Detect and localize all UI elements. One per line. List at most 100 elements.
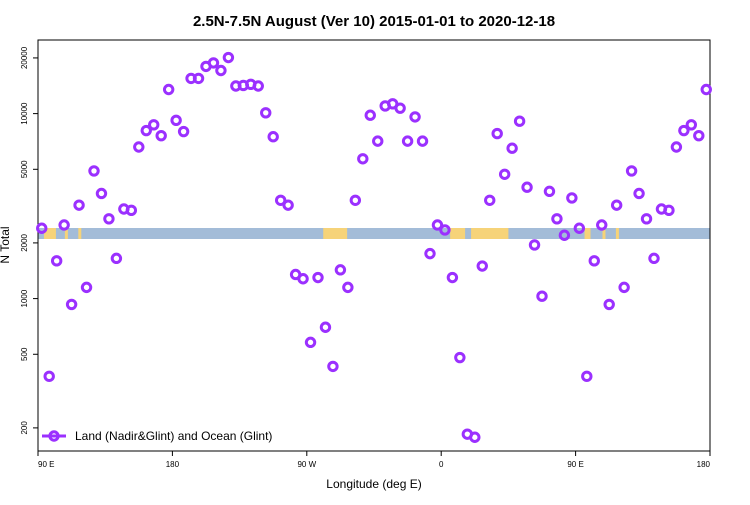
data-point: [319, 321, 332, 333]
y-axis-label: N Total: [0, 226, 12, 263]
data-point: [304, 336, 317, 349]
data-point: [282, 199, 294, 211]
data-point: [50, 255, 63, 267]
data-point: [700, 83, 712, 96]
land-segment: [64, 228, 68, 239]
y-tick-label: 20000: [20, 46, 29, 69]
data-point: [88, 165, 100, 177]
data-point: [267, 131, 279, 143]
data-point: [43, 370, 55, 383]
land-segment: [43, 228, 56, 239]
data-point: [125, 204, 138, 217]
data-point: [521, 181, 533, 193]
chart-title: 2.5N-7.5N August (Ver 10) 2015-01-01 to …: [193, 13, 555, 30]
data-point: [618, 281, 630, 294]
x-tick-label: 90 E: [567, 460, 583, 469]
x-axis-ticks: 90 E 180 90 W 0 90 E 180: [37, 451, 711, 469]
data-point: [80, 281, 93, 294]
x-axis-label: Longitude (deg E): [326, 477, 421, 491]
data-points: [36, 51, 712, 443]
data-point: [103, 213, 115, 225]
land-segment: [78, 228, 82, 239]
data-point: [476, 260, 488, 272]
data-point: [394, 102, 406, 114]
data-point: [551, 213, 563, 225]
data-point: [625, 165, 638, 177]
land-segment: [602, 228, 606, 239]
y-tick-label: 10000: [20, 102, 29, 125]
data-point: [431, 219, 444, 231]
data-point: [73, 199, 85, 211]
data-point: [334, 264, 347, 276]
data-point: [678, 124, 690, 137]
data-point: [260, 107, 272, 119]
data-point: [536, 290, 548, 302]
land-segment: [471, 228, 509, 239]
data-point: [454, 351, 466, 364]
data-point: [633, 187, 645, 200]
data-point: [140, 124, 152, 137]
data-point: [215, 64, 227, 77]
data-point: [349, 194, 362, 206]
data-point: [506, 142, 518, 154]
data-point: [528, 239, 541, 251]
data-point: [416, 135, 429, 147]
land-segment: [450, 228, 466, 239]
data-point: [670, 141, 683, 153]
data-point: [162, 83, 175, 96]
data-point: [274, 194, 287, 206]
data-point: [484, 194, 496, 206]
data-point: [498, 168, 511, 180]
data-point: [65, 298, 78, 311]
data-point: [207, 57, 220, 69]
y-axis-ticks: 200 500 1000 2000 5000 10000 20000: [20, 46, 38, 435]
data-point: [685, 119, 698, 131]
data-point: [133, 141, 145, 153]
data-point: [610, 199, 623, 211]
data-point: [401, 135, 414, 147]
data-point: [155, 129, 167, 142]
y-tick-label: 2000: [20, 233, 29, 251]
data-point: [424, 247, 436, 260]
data-point: [252, 80, 264, 92]
data-point: [640, 213, 653, 225]
data-point: [222, 51, 235, 64]
ocean-band: [38, 228, 710, 239]
legend-label: Land (Nadir&Glint) and Ocean (Glint): [75, 429, 272, 443]
data-point: [469, 431, 481, 443]
data-point: [581, 370, 593, 383]
data-point: [342, 281, 354, 294]
x-tick-label: 90 W: [297, 460, 316, 469]
data-point: [566, 192, 578, 204]
data-point: [409, 111, 421, 123]
y-tick-label: 500: [20, 347, 29, 361]
data-point: [192, 72, 205, 85]
data-point: [596, 219, 608, 231]
data-point: [543, 185, 556, 198]
data-point: [177, 125, 190, 138]
land-segment: [323, 228, 348, 239]
data-point: [648, 252, 660, 265]
data-point: [603, 298, 615, 311]
x-tick-label: 180: [697, 460, 711, 469]
legend-marker: [48, 430, 60, 442]
data-point: [491, 127, 503, 140]
x-tick-label: 180: [166, 460, 180, 469]
legend: Land (Nadir&Glint) and Ocean (Glint): [42, 429, 272, 443]
data-point: [58, 219, 70, 231]
data-point: [372, 135, 384, 147]
data-point: [297, 273, 309, 285]
data-point: [693, 129, 705, 142]
data-point: [148, 119, 160, 131]
data-point: [312, 271, 324, 284]
y-tick-label: 5000: [20, 160, 29, 178]
data-point: [663, 204, 675, 217]
data-point: [95, 187, 108, 200]
data-point: [170, 114, 182, 127]
land-segment: [584, 228, 591, 239]
data-point: [36, 222, 48, 234]
x-tick-label: 0: [439, 460, 444, 469]
plot-frame: [37, 39, 711, 452]
